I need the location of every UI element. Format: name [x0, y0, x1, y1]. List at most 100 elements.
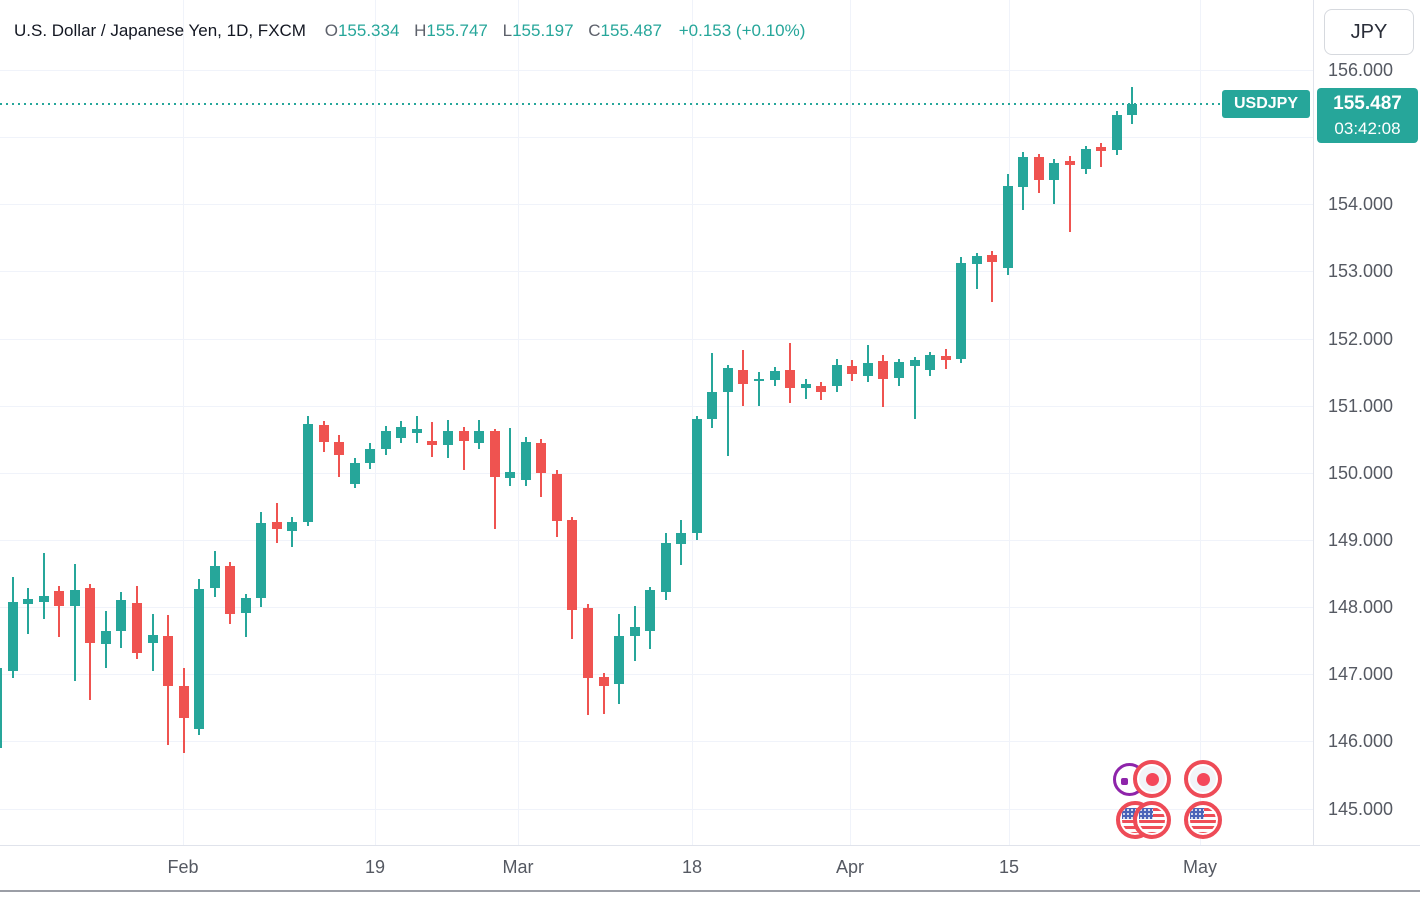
- gridline-vertical: [1200, 0, 1201, 845]
- open-label: O: [324, 21, 338, 40]
- candle-wick: [58, 585, 61, 638]
- time-axis-label: Apr: [835, 857, 865, 877]
- candle-wick: [244, 593, 247, 637]
- candle-body: [1127, 104, 1138, 115]
- candle-wick: [462, 427, 465, 471]
- gridline-horizontal: [0, 539, 1313, 541]
- gridline-vertical: [1009, 0, 1010, 845]
- symbol-title[interactable]: U.S. Dollar / Japanese Yen, 1D, FXCM: [14, 21, 306, 40]
- bar-countdown-timer: 03:42:08: [1334, 118, 1401, 138]
- candle-body: [178, 686, 189, 719]
- price-axis[interactable]: 156.000 154.000 153.000 152.000 151.000 150.0…: [1313, 0, 1420, 891]
- candle-body: [1096, 147, 1106, 151]
- candle-body: [1080, 148, 1091, 169]
- gridline-horizontal: [0, 271, 1313, 273]
- candle-body: [707, 392, 718, 420]
- candle-body: [893, 362, 904, 379]
- candle-body: [816, 385, 827, 392]
- currency-unit-button[interactable]: JPY: [1324, 9, 1414, 55]
- candle-body: [738, 370, 749, 385]
- candle-body: [443, 430, 453, 445]
- candle-body: [489, 431, 500, 478]
- time-axis-label: May: [1182, 857, 1218, 877]
- candle-body: [536, 442, 547, 474]
- candle-body: [365, 448, 376, 464]
- candle-body: [349, 462, 360, 484]
- chart-canvas[interactable]: U.S. Dollar / Japanese Yen, 1D, FXCM O15…: [0, 0, 1313, 845]
- gridline-vertical: [850, 0, 851, 845]
- time-axis-label: Feb: [167, 857, 199, 877]
- candle-body: [1111, 115, 1122, 150]
- candle-body: [334, 442, 345, 456]
- price-axis-label: 147.000: [1328, 664, 1394, 685]
- price-axis-label: 145.000: [1328, 798, 1394, 819]
- candle-body: [38, 596, 49, 603]
- symbol-legend: U.S. Dollar / Japanese Yen, 1D, FXCM O15…: [14, 21, 805, 41]
- candle-body: [956, 262, 967, 360]
- candle-wick: [991, 251, 994, 302]
- japan-flag-dot: [1196, 772, 1210, 786]
- gridline-horizontal: [0, 137, 1313, 139]
- purple-event-glyph: [1121, 778, 1128, 785]
- close-label: C: [588, 21, 601, 40]
- candle-body: [614, 636, 624, 685]
- candle-body: [971, 256, 982, 265]
- japan-flag-event-icon[interactable]: [1184, 760, 1222, 798]
- candle-body: [831, 364, 842, 387]
- change-value: +0.153 (+0.10%): [678, 21, 806, 40]
- gridline-vertical: [375, 0, 376, 845]
- candle-wick: [42, 553, 45, 620]
- candle-body: [287, 521, 298, 531]
- candle-wick: [882, 355, 885, 407]
- candle-body: [645, 589, 656, 631]
- candle-body: [54, 591, 65, 606]
- candle-body: [458, 430, 469, 442]
- candle-wick: [975, 252, 978, 290]
- us-flag-event-icon[interactable]: [1184, 801, 1222, 839]
- gridline-horizontal: [0, 472, 1313, 474]
- candle-body: [769, 370, 780, 381]
- candle-body: [380, 431, 391, 449]
- time-axis-label: 19: [364, 857, 386, 877]
- candle-body: [722, 368, 733, 393]
- candle-wick: [493, 428, 496, 530]
- candle-body: [116, 599, 127, 632]
- candle-body: [240, 597, 251, 614]
- low-label: L: [502, 21, 513, 40]
- candle-wick: [913, 357, 916, 420]
- japan-flag-event-icon[interactable]: [1133, 760, 1171, 798]
- candle-body: [474, 430, 485, 444]
- candle-body: [1049, 162, 1060, 181]
- candle-body: [427, 441, 438, 445]
- candle-body: [878, 361, 889, 380]
- japan-flag-dot: [1145, 772, 1159, 786]
- price-axis-label: 148.000: [1328, 597, 1394, 618]
- time-axis-label: 18: [681, 857, 703, 877]
- candle-body: [0, 667, 2, 749]
- gridline-horizontal: [0, 204, 1313, 206]
- gridline-vertical: [183, 0, 184, 845]
- candle-body: [754, 378, 764, 382]
- candle-wick: [509, 427, 512, 487]
- candle-wick: [726, 365, 729, 456]
- symbol-price-tag: USDJPY: [1221, 90, 1310, 119]
- candle-body: [676, 532, 687, 544]
- gridline-horizontal: [0, 338, 1313, 340]
- candle-body: [785, 370, 796, 389]
- candle-body: [23, 599, 34, 604]
- open-value: 155.334: [337, 21, 400, 40]
- time-axis[interactable]: Feb 19 Mar 18 Apr 15 May: [0, 845, 1420, 891]
- candle-body: [69, 590, 80, 606]
- candle-body: [303, 423, 313, 522]
- candle-body: [194, 589, 205, 730]
- candle-wick: [711, 353, 714, 428]
- price-axis-label: 151.000: [1328, 395, 1394, 416]
- last-price-badge: 155.487 03:42:08: [1317, 88, 1418, 144]
- candle-body: [862, 362, 873, 377]
- us-flag-event-icon[interactable]: [1133, 801, 1171, 839]
- candle-body: [396, 426, 407, 438]
- candle-body: [1002, 185, 1013, 269]
- candle-body: [925, 354, 935, 371]
- gridline-horizontal: [0, 405, 1313, 407]
- candle-body: [800, 383, 811, 388]
